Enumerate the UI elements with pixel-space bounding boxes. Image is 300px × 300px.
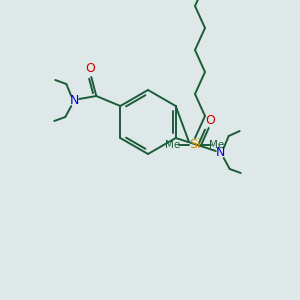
Text: Si: Si: [189, 139, 201, 152]
Text: Me: Me: [209, 140, 225, 150]
Text: N: N: [70, 94, 79, 107]
Text: N: N: [216, 146, 225, 160]
Text: Me: Me: [165, 140, 181, 150]
Text: O: O: [205, 113, 215, 127]
Text: O: O: [85, 62, 95, 76]
